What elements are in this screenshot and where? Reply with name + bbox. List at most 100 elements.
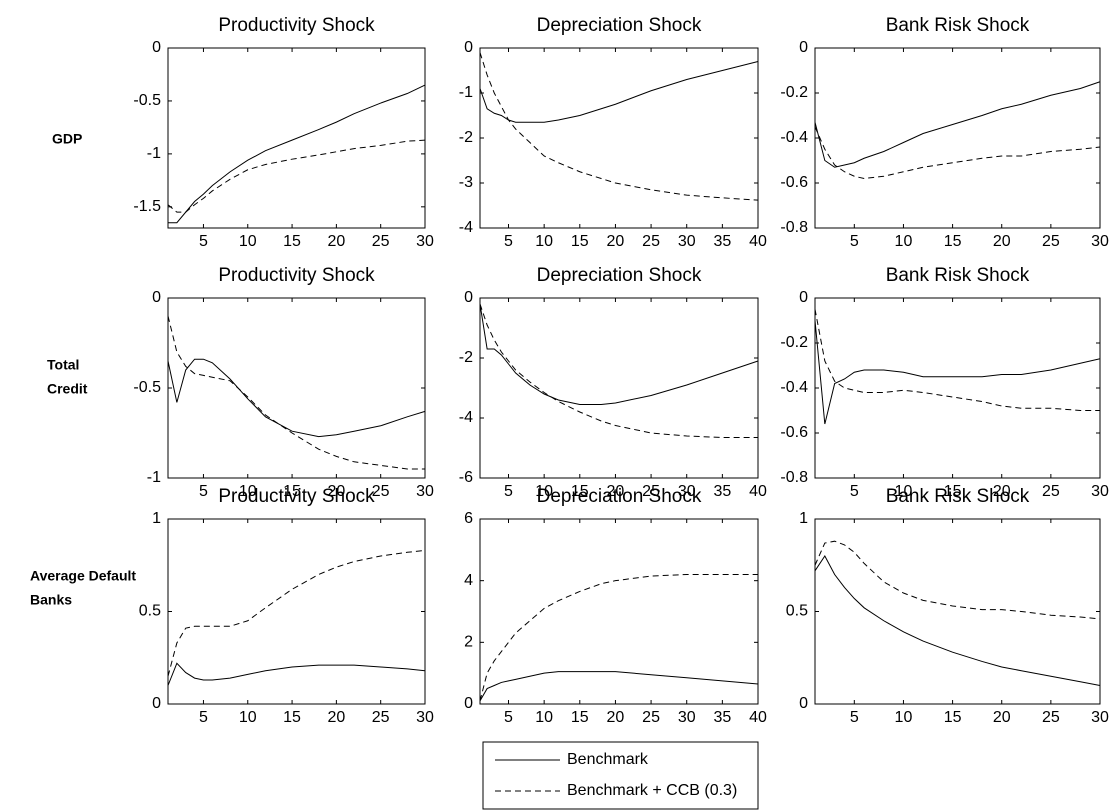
- y-tick-label: 0.5: [786, 603, 808, 620]
- x-tick-label: 30: [1091, 483, 1109, 500]
- x-tick-label: 15: [944, 709, 962, 726]
- legend-label: Benchmark + CCB (0.3): [567, 782, 737, 799]
- row-label: Credit: [47, 381, 88, 397]
- x-tick-label: 20: [993, 233, 1011, 250]
- y-tick-label: -2: [459, 129, 473, 146]
- axes-box: [167, 297, 426, 479]
- chart-title: Depreciation Shock: [537, 265, 702, 286]
- y-tick-label: -4: [459, 219, 473, 236]
- series-line: [479, 574, 758, 702]
- x-tick-label: 10: [239, 483, 257, 500]
- x-tick-label: 30: [678, 483, 696, 500]
- y-tick-label: -0.5: [133, 379, 161, 396]
- x-tick-label: 20: [327, 709, 345, 726]
- y-tick-label: -2: [459, 349, 473, 366]
- x-tick-label: 5: [504, 233, 513, 250]
- y-tick-label: 2: [464, 634, 473, 651]
- x-tick-label: 25: [642, 709, 660, 726]
- row-label: Banks: [30, 592, 72, 608]
- legend-box: [482, 741, 759, 810]
- series-line: [814, 555, 1101, 686]
- y-tick-label: 0: [464, 695, 473, 712]
- series-line: [167, 315, 425, 470]
- x-tick-label: 20: [607, 709, 625, 726]
- x-tick-label: 5: [199, 233, 208, 250]
- chart-title: Productivity Shock: [218, 265, 375, 286]
- x-tick-label: 30: [678, 709, 696, 726]
- y-tick-label: 0: [152, 39, 161, 56]
- series-line: [168, 84, 426, 224]
- x-tick-label: 15: [283, 483, 301, 500]
- axes-box: [479, 47, 759, 229]
- x-tick-label: 30: [678, 233, 696, 250]
- chart-title: Depreciation Shock: [537, 15, 702, 36]
- y-tick-label: -3: [459, 174, 473, 191]
- x-tick-label: 35: [713, 483, 731, 500]
- y-tick-label: -0.4: [780, 129, 808, 146]
- x-tick-label: 25: [372, 233, 390, 250]
- x-tick-label: 15: [944, 233, 962, 250]
- x-tick-label: 10: [535, 709, 553, 726]
- axes-box: [167, 518, 426, 705]
- x-tick-label: 25: [372, 483, 390, 500]
- series-line: [479, 671, 759, 702]
- row-label: Average Default: [30, 568, 136, 584]
- y-tick-label: -0.4: [780, 379, 808, 396]
- x-tick-label: 10: [895, 233, 913, 250]
- x-tick-label: 5: [199, 709, 208, 726]
- y-tick-label: -0.5: [133, 92, 161, 109]
- row-label: GDP: [52, 131, 82, 147]
- x-tick-label: 30: [416, 233, 434, 250]
- x-tick-label: 10: [239, 233, 257, 250]
- y-tick-label: -4: [459, 409, 473, 426]
- chart-title: Bank Risk Shock: [886, 15, 1030, 36]
- x-tick-label: 25: [642, 233, 660, 250]
- x-tick-label: 10: [535, 233, 553, 250]
- axes-box: [814, 47, 1101, 229]
- x-tick-label: 5: [850, 709, 859, 726]
- x-tick-label: 25: [372, 709, 390, 726]
- y-tick-label: 0: [464, 289, 473, 306]
- y-tick-label: 1: [152, 510, 161, 527]
- y-tick-label: 0: [152, 695, 161, 712]
- chart-title: Productivity Shock: [218, 15, 375, 36]
- y-tick-label: 0: [464, 39, 473, 56]
- x-tick-label: 15: [571, 709, 589, 726]
- x-tick-label: 25: [1042, 233, 1060, 250]
- chart-title: Bank Risk Shock: [886, 486, 1030, 507]
- x-tick-label: 10: [535, 483, 553, 500]
- x-tick-label: 10: [895, 483, 913, 500]
- series-line: [814, 309, 1100, 411]
- axes-box: [479, 518, 759, 705]
- y-tick-label: 0: [799, 39, 808, 56]
- x-tick-label: 30: [1091, 233, 1109, 250]
- x-tick-label: 30: [416, 709, 434, 726]
- legend-label: Benchmark: [567, 751, 649, 768]
- series-line: [814, 540, 1101, 620]
- row-label: Total: [47, 357, 79, 373]
- chart-title: Productivity Shock: [218, 486, 375, 507]
- x-tick-label: 5: [850, 483, 859, 500]
- x-tick-label: 25: [1042, 709, 1060, 726]
- series-line: [479, 52, 759, 201]
- x-tick-label: 5: [199, 483, 208, 500]
- x-tick-label: 30: [416, 483, 434, 500]
- x-tick-label: 35: [713, 709, 731, 726]
- x-tick-label: 40: [749, 483, 767, 500]
- y-tick-label: -1.5: [133, 198, 161, 215]
- x-tick-label: 15: [571, 483, 589, 500]
- series-line: [479, 61, 759, 123]
- series-line: [814, 320, 1101, 425]
- y-tick-label: -0.8: [780, 469, 808, 486]
- x-tick-label: 5: [504, 483, 513, 500]
- x-tick-label: 20: [607, 483, 625, 500]
- x-tick-label: 25: [1042, 483, 1060, 500]
- y-tick-label: 0: [799, 289, 808, 306]
- x-tick-label: 30: [1091, 709, 1109, 726]
- x-tick-label: 15: [944, 483, 962, 500]
- y-tick-label: -6: [459, 469, 473, 486]
- y-tick-label: 0.5: [139, 603, 161, 620]
- axes-box: [479, 297, 759, 479]
- x-tick-label: 10: [895, 709, 913, 726]
